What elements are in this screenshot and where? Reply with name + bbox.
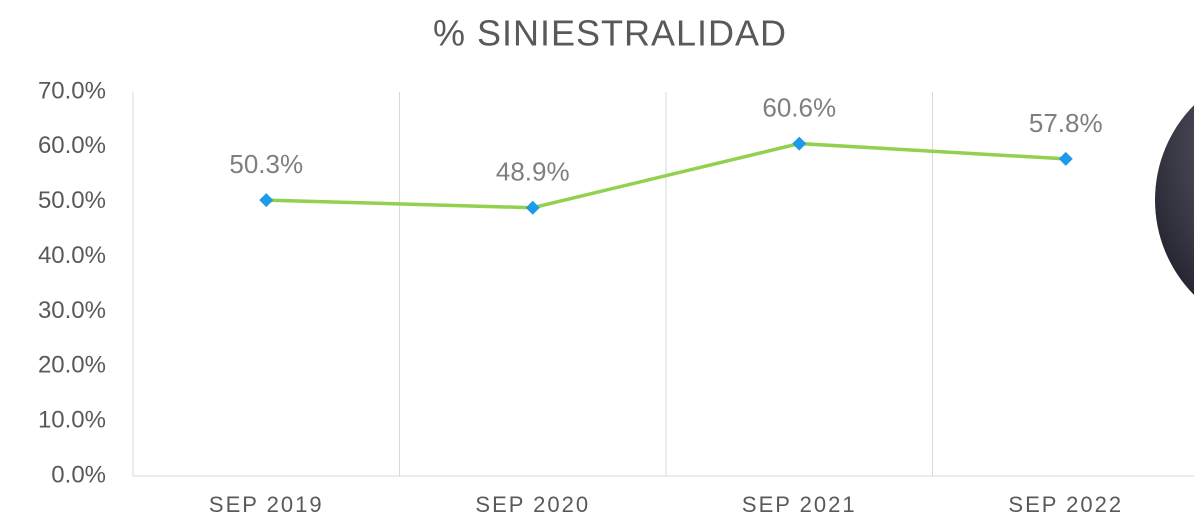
x-tick-label: SEP 2021 xyxy=(742,492,857,517)
y-tick-label: 10.0% xyxy=(38,406,106,433)
y-tick-label: 0.0% xyxy=(51,461,106,488)
marker xyxy=(259,193,274,208)
data-label: 48.9% xyxy=(496,157,570,187)
y-tick-label: 50.0% xyxy=(38,187,106,214)
data-label: 60.6% xyxy=(762,92,836,122)
marker xyxy=(1058,151,1073,166)
x-tick-label: SEP 2019 xyxy=(209,492,324,517)
y-tick-label: 70.0% xyxy=(38,77,106,104)
decorative-sphere xyxy=(1155,105,1194,295)
y-tick-label: 30.0% xyxy=(38,297,106,324)
chart-title: % SINIESTRALIDAD xyxy=(433,13,787,54)
series-line xyxy=(266,141,1066,210)
marker xyxy=(525,200,540,215)
x-tick-label: SEP 2020 xyxy=(475,492,590,517)
y-tick-label: 20.0% xyxy=(38,352,106,379)
x-tick-label: SEP 2022 xyxy=(1008,492,1123,517)
data-label: 57.8% xyxy=(1029,108,1103,138)
marker xyxy=(792,136,807,151)
data-label: 50.3% xyxy=(229,149,303,179)
y-tick-label: 60.0% xyxy=(38,132,106,159)
y-tick-label: 40.0% xyxy=(38,242,106,269)
